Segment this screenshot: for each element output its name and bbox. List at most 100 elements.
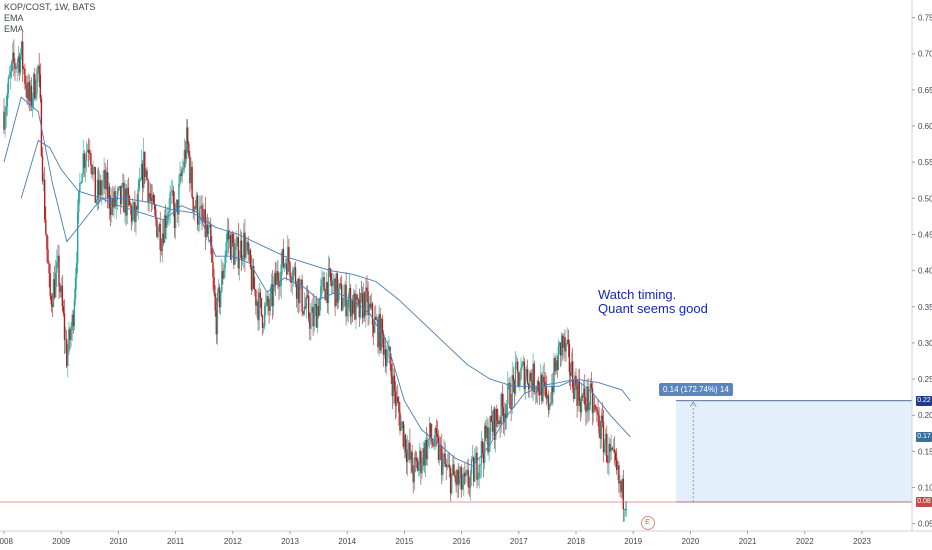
candle-body [53, 279, 56, 298]
annotation-line-2: Quant seems good [598, 301, 708, 316]
candle-body [132, 209, 134, 222]
candle-body [324, 290, 326, 301]
candle-body [231, 233, 233, 260]
candle-body [389, 346, 391, 364]
candle-body [590, 383, 593, 389]
candle-body [557, 345, 560, 371]
candle-body [155, 209, 157, 219]
candle-body [50, 295, 52, 305]
candle-body [511, 375, 513, 410]
candle-body [584, 388, 586, 405]
earnings-marker-icon[interactable]: E [640, 516, 655, 530]
candle-body [52, 279, 55, 307]
candle-body [578, 380, 580, 401]
candle-body [152, 194, 155, 205]
candle-body [600, 415, 602, 439]
candle-body [161, 233, 164, 251]
candle-body [345, 284, 347, 317]
candle-body [216, 292, 219, 335]
candle-body [455, 477, 457, 486]
candle-body [205, 224, 208, 237]
candle-body [465, 471, 467, 477]
candle-body [521, 363, 523, 368]
candle-body [22, 41, 24, 69]
candle-body [139, 179, 142, 181]
candle-body [244, 232, 246, 258]
ema-indicator-2[interactable]: EMA [4, 24, 24, 34]
candle-body [531, 379, 533, 391]
candle-body [331, 280, 333, 287]
candle-body [489, 415, 491, 442]
candle-body [11, 61, 13, 72]
candle-body [588, 405, 590, 411]
candle-body [29, 85, 32, 102]
candle-body [382, 333, 385, 355]
candle-body [468, 486, 470, 488]
time-axis[interactable]: 2008 2009 2010 2011 2012 2013 2014 2015 2016 2017… [0, 530, 932, 546]
price-tick-label: 0.40 [918, 267, 932, 276]
candle-body [462, 484, 464, 490]
candle-body [242, 259, 244, 261]
candle-body [33, 74, 35, 99]
candle-body [393, 375, 396, 392]
candle-body [264, 305, 266, 326]
candle-body [64, 339, 67, 341]
price-axis[interactable]: 0.75 0.70 0.65 0.60 0.55 0.50 0.45 0.40 0.35 0.30… [911, 0, 932, 531]
candle-body [257, 301, 259, 321]
candle-body [55, 272, 57, 298]
candle-body [77, 212, 79, 264]
text-annotation[interactable]: Watch timing. Quant seems good [598, 288, 708, 316]
candle-body [498, 420, 500, 425]
symbol-title[interactable]: KOP/COST, 1W, BATS [4, 2, 96, 12]
candle-body [436, 433, 439, 438]
candle-body [235, 243, 237, 251]
candle-body [507, 383, 509, 405]
price-tick-label: 0.15 [918, 447, 932, 456]
candle-body [122, 183, 124, 186]
candle-body [525, 369, 528, 377]
candle-body [251, 266, 254, 290]
candle-body [207, 227, 210, 235]
candle-body [292, 269, 294, 281]
candle-body [466, 470, 468, 472]
candle-body [236, 237, 238, 244]
candle-body [418, 463, 420, 471]
candle-body [41, 155, 44, 182]
candle-body [526, 369, 529, 384]
candle-body [176, 199, 178, 209]
candle-body [325, 282, 327, 301]
candle-body [570, 361, 573, 376]
candle-body [111, 198, 113, 215]
candle-body [211, 245, 213, 263]
candle-body [84, 160, 87, 168]
ema-indicator-1[interactable]: EMA [4, 13, 24, 23]
candle-body [246, 242, 248, 247]
candle-body [380, 318, 382, 351]
candle-body [502, 407, 505, 423]
candle-body [170, 191, 172, 193]
candle-body [217, 287, 220, 293]
candle-body [6, 93, 8, 107]
candle-body [534, 391, 536, 393]
candle-body [145, 170, 147, 177]
candle-body [542, 376, 544, 402]
candle-body [83, 153, 85, 168]
candle-body [503, 413, 506, 423]
candle-body [17, 56, 19, 63]
candle-body [457, 470, 459, 485]
candle-body [126, 187, 128, 216]
candle-body [281, 249, 283, 265]
candle-body [253, 266, 255, 289]
candle-body [133, 202, 135, 210]
candle-body [140, 163, 143, 180]
candle-body [232, 233, 234, 243]
candle-body [45, 219, 47, 235]
measure-box[interactable] [676, 400, 912, 503]
candle-body [605, 433, 607, 444]
time-tick-label: 2009 [52, 537, 70, 546]
candle-body [562, 335, 564, 348]
candle-body [196, 195, 199, 225]
candle-body [385, 349, 387, 367]
candle-body [30, 85, 33, 106]
